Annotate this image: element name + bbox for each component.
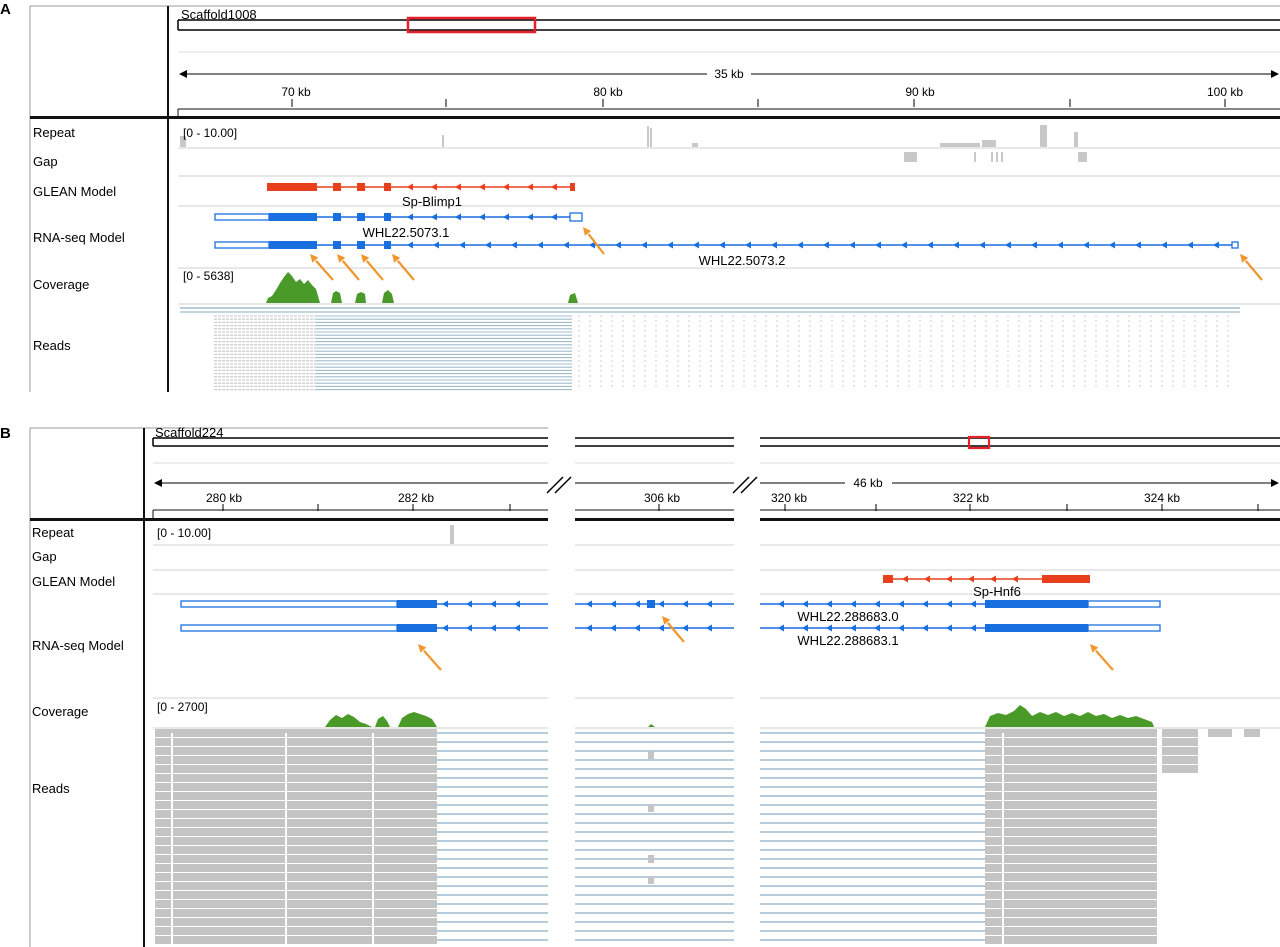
axis-break-gap-2 [734, 425, 760, 947]
panel-a-track-name-glean[interactable]: GLEAN Model [33, 184, 116, 199]
panel-a-tick-90kb: 90 kb [905, 85, 935, 99]
panel-a-header-divider [30, 116, 1280, 119]
panel-a-span-ruler [179, 70, 1279, 78]
panel-b-locator-box[interactable] [967, 435, 991, 450]
panel-b-span-ruler [154, 479, 1279, 487]
panel-b-track-name-repeat[interactable]: Repeat [32, 525, 74, 540]
panel-a-coverage-range: [0 - 5638] [183, 269, 234, 283]
panel-a-reads-track[interactable] [180, 307, 1240, 391]
panel-a-track-name-gap[interactable]: Gap [33, 154, 58, 169]
panel-b-coverage-range: [0 - 2700] [157, 700, 208, 714]
panel-a-locator-box[interactable] [406, 16, 537, 34]
panel-b-transcript-1[interactable] [180, 600, 1161, 608]
panel-b-tick-306kb: 306 kb [644, 491, 680, 505]
panel-b-scaffold-name: Scaffold224 [155, 425, 223, 440]
panel-a-tick-100kb: 100 kb [1207, 85, 1243, 99]
panel-a-chromosome-ideogram[interactable] [177, 16, 1280, 34]
panel-a-transcript-2-label: WHL22.5073.2 [699, 253, 786, 268]
panel-a-track-name-rnaseq[interactable]: RNA-seq Model [33, 230, 125, 245]
panel-a-track-name-repeat[interactable]: Repeat [33, 125, 75, 140]
axis-break-mark-2 [732, 476, 758, 494]
annotation-arrows [310, 227, 1263, 671]
panel-a-name-column-divider[interactable] [167, 6, 169, 392]
panel-b-transcript-2[interactable] [180, 624, 1161, 632]
panel-b-track-name-glean[interactable]: GLEAN Model [32, 574, 115, 589]
panel-a-tick-80kb: 80 kb [593, 85, 623, 99]
panel-a-letter: A [0, 1, 11, 18]
panel-b-ruler-ticks [222, 504, 1259, 511]
panel-a-coverage-track[interactable] [266, 272, 578, 303]
panel-a-scaffold-name: Scaffold1008 [181, 7, 257, 22]
panel-b-tick-322kb: 322 kb [953, 491, 989, 505]
panel-a-repeat-range: [0 - 10.00] [183, 126, 237, 140]
panel-b-reads-track[interactable] [155, 729, 1260, 947]
panel-b-name-column-divider[interactable] [143, 428, 145, 947]
panel-b-chromosome-ideogram[interactable] [152, 435, 1280, 450]
axis-break-mark-1 [546, 476, 572, 494]
panel-b-track-name-rnaseq[interactable]: RNA-seq Model [32, 638, 124, 653]
panel-a: A Scaffold1008 35 kb [0, 1, 1280, 392]
panel-b-tick-324kb: 324 kb [1144, 491, 1180, 505]
panel-a-track-separators [178, 147, 1280, 305]
panel-a-transcript-2[interactable] [214, 241, 1239, 249]
panel-b-track-name-gap[interactable]: Gap [32, 549, 57, 564]
panel-b-glean-gene-model[interactable] [883, 575, 1090, 583]
panel-b-transcript-2-label: WHL22.288683.1 [797, 633, 898, 648]
panel-b-coverage-track[interactable] [325, 705, 1154, 727]
panel-a-tick-70kb: 70 kb [281, 85, 311, 99]
panel-a-transcript-1[interactable] [214, 212, 583, 222]
panel-a-transcript-1-label: WHL22.5073.1 [363, 225, 450, 240]
panel-b: B Scaffold224 [0, 425, 1280, 947]
panel-b-header-divider [30, 518, 548, 521]
panel-b-track-separators [153, 544, 1280, 729]
panel-a-track-name-reads[interactable]: Reads [33, 338, 71, 353]
panel-b-track-name-coverage[interactable]: Coverage [32, 704, 88, 719]
panel-b-tick-320kb: 320 kb [771, 491, 807, 505]
panel-a-glean-gene-label: Sp-Blimp1 [402, 194, 462, 209]
panel-a-track-name-coverage[interactable]: Coverage [33, 277, 89, 292]
panel-b-glean-gene-label: Sp-Hnf6 [973, 584, 1021, 599]
panel-a-span-label: 35 kb [714, 67, 744, 81]
panel-b-span-label: 46 kb [853, 476, 883, 490]
axis-break-gap-1 [548, 425, 575, 947]
panel-b-tick-282kb: 282 kb [398, 491, 434, 505]
panel-a-gap-track[interactable] [904, 152, 1087, 162]
panel-b-transcript-1-label: WHL22.288683.0 [797, 609, 898, 624]
panel-b-letter: B [0, 425, 11, 442]
panel-b-repeat-track[interactable] [450, 525, 454, 544]
panel-a-ruler-ticks [291, 99, 1226, 107]
panel-b-repeat-range: [0 - 10.00] [157, 526, 211, 540]
panel-b-track-name-reads[interactable]: Reads [32, 781, 70, 796]
panel-a-repeat-track[interactable] [180, 125, 1078, 147]
panel-a-glean-gene-model[interactable] [267, 183, 575, 191]
panel-b-tick-280kb: 280 kb [206, 491, 242, 505]
